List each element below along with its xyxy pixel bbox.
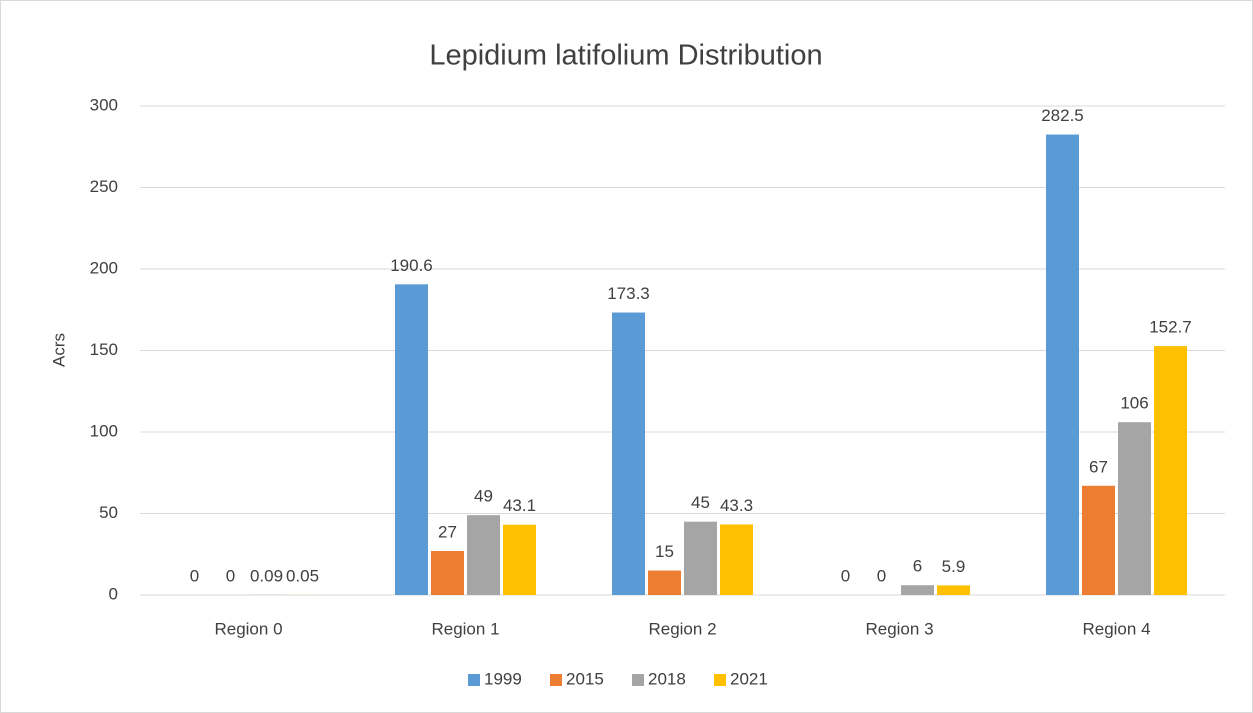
y-axis-label: Acrs <box>49 333 68 367</box>
data-label: 106 <box>1120 394 1148 413</box>
bar <box>901 585 934 595</box>
y-tick-label: 100 <box>90 421 118 440</box>
bar <box>395 284 428 595</box>
y-tick-label: 0 <box>109 584 118 603</box>
data-label: 0 <box>226 566 235 585</box>
bar <box>937 585 970 595</box>
data-label: 5.9 <box>942 557 966 576</box>
bar <box>648 570 681 595</box>
x-tick-label: Region 2 <box>648 619 716 638</box>
bar <box>1082 485 1115 595</box>
legend-swatch <box>632 674 644 686</box>
data-label: 6 <box>913 557 922 576</box>
x-tick-label: Region 0 <box>214 619 282 638</box>
data-label: 282.5 <box>1041 106 1084 125</box>
bar <box>431 550 464 595</box>
bar <box>720 524 753 595</box>
x-tick-label: Region 3 <box>865 619 933 638</box>
bar <box>467 515 500 595</box>
bar <box>1046 134 1079 595</box>
y-tick-label: 150 <box>90 340 118 359</box>
data-label: 0 <box>877 566 886 585</box>
bar <box>503 524 536 595</box>
legend-swatch <box>550 674 562 686</box>
data-label: 49 <box>474 487 493 506</box>
legend-label: 2015 <box>566 669 604 688</box>
legend-label: 2018 <box>648 669 686 688</box>
data-label: 190.6 <box>390 256 433 275</box>
x-tick-label: Region 4 <box>1082 619 1150 638</box>
bar <box>612 312 645 595</box>
bar <box>1154 346 1187 595</box>
data-label: 173.3 <box>607 284 650 303</box>
legend-label: 1999 <box>484 669 522 688</box>
data-label: 0 <box>841 566 850 585</box>
bar <box>1118 422 1151 595</box>
data-label: 27 <box>438 522 457 541</box>
bar <box>684 521 717 595</box>
data-label: 152.7 <box>1149 318 1192 337</box>
data-label: 43.3 <box>720 496 753 515</box>
data-label: 43.1 <box>503 496 536 515</box>
legend-swatch <box>714 674 726 686</box>
data-label: 45 <box>691 493 710 512</box>
data-label: 67 <box>1089 457 1108 476</box>
data-label: 0.05 <box>286 566 319 585</box>
legend-label: 2021 <box>730 669 768 688</box>
legend-swatch <box>468 674 480 686</box>
y-tick-label: 50 <box>99 503 118 522</box>
y-tick-label: 200 <box>90 258 118 277</box>
x-tick-label: Region 1 <box>431 619 499 638</box>
y-tick-label: 250 <box>90 177 118 196</box>
chart-title: Lepidium latifolium Distribution <box>429 40 822 72</box>
data-label: 15 <box>655 542 674 561</box>
y-tick-label: 300 <box>90 95 118 114</box>
data-label: 0 <box>190 566 199 585</box>
data-label: 0.09 <box>250 566 283 585</box>
